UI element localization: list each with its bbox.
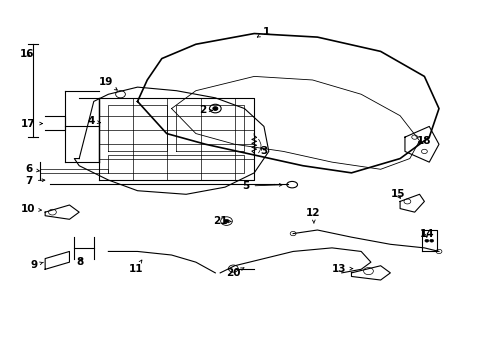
Circle shape — [429, 239, 433, 242]
Text: 11: 11 — [128, 260, 143, 274]
Text: 18: 18 — [416, 136, 431, 147]
Text: 5: 5 — [242, 181, 282, 191]
Text: 4: 4 — [87, 116, 101, 126]
Circle shape — [212, 107, 217, 111]
Circle shape — [224, 219, 228, 223]
Circle shape — [424, 239, 428, 242]
Text: 15: 15 — [389, 189, 404, 199]
Text: 2: 2 — [199, 105, 212, 115]
Text: 1: 1 — [257, 27, 269, 37]
Text: 19: 19 — [99, 77, 117, 90]
Text: 9: 9 — [31, 260, 43, 270]
Text: 3: 3 — [260, 147, 267, 157]
Text: 8: 8 — [77, 257, 83, 267]
Text: 20: 20 — [226, 268, 244, 278]
Text: 10: 10 — [21, 204, 41, 214]
Text: 14: 14 — [419, 229, 433, 239]
Text: 16: 16 — [20, 49, 34, 59]
Text: 21: 21 — [212, 216, 230, 226]
Text: 13: 13 — [331, 264, 352, 274]
Text: 6: 6 — [25, 164, 40, 174]
Text: 7: 7 — [25, 176, 45, 186]
Text: 12: 12 — [305, 208, 320, 224]
Text: 17: 17 — [21, 118, 42, 129]
